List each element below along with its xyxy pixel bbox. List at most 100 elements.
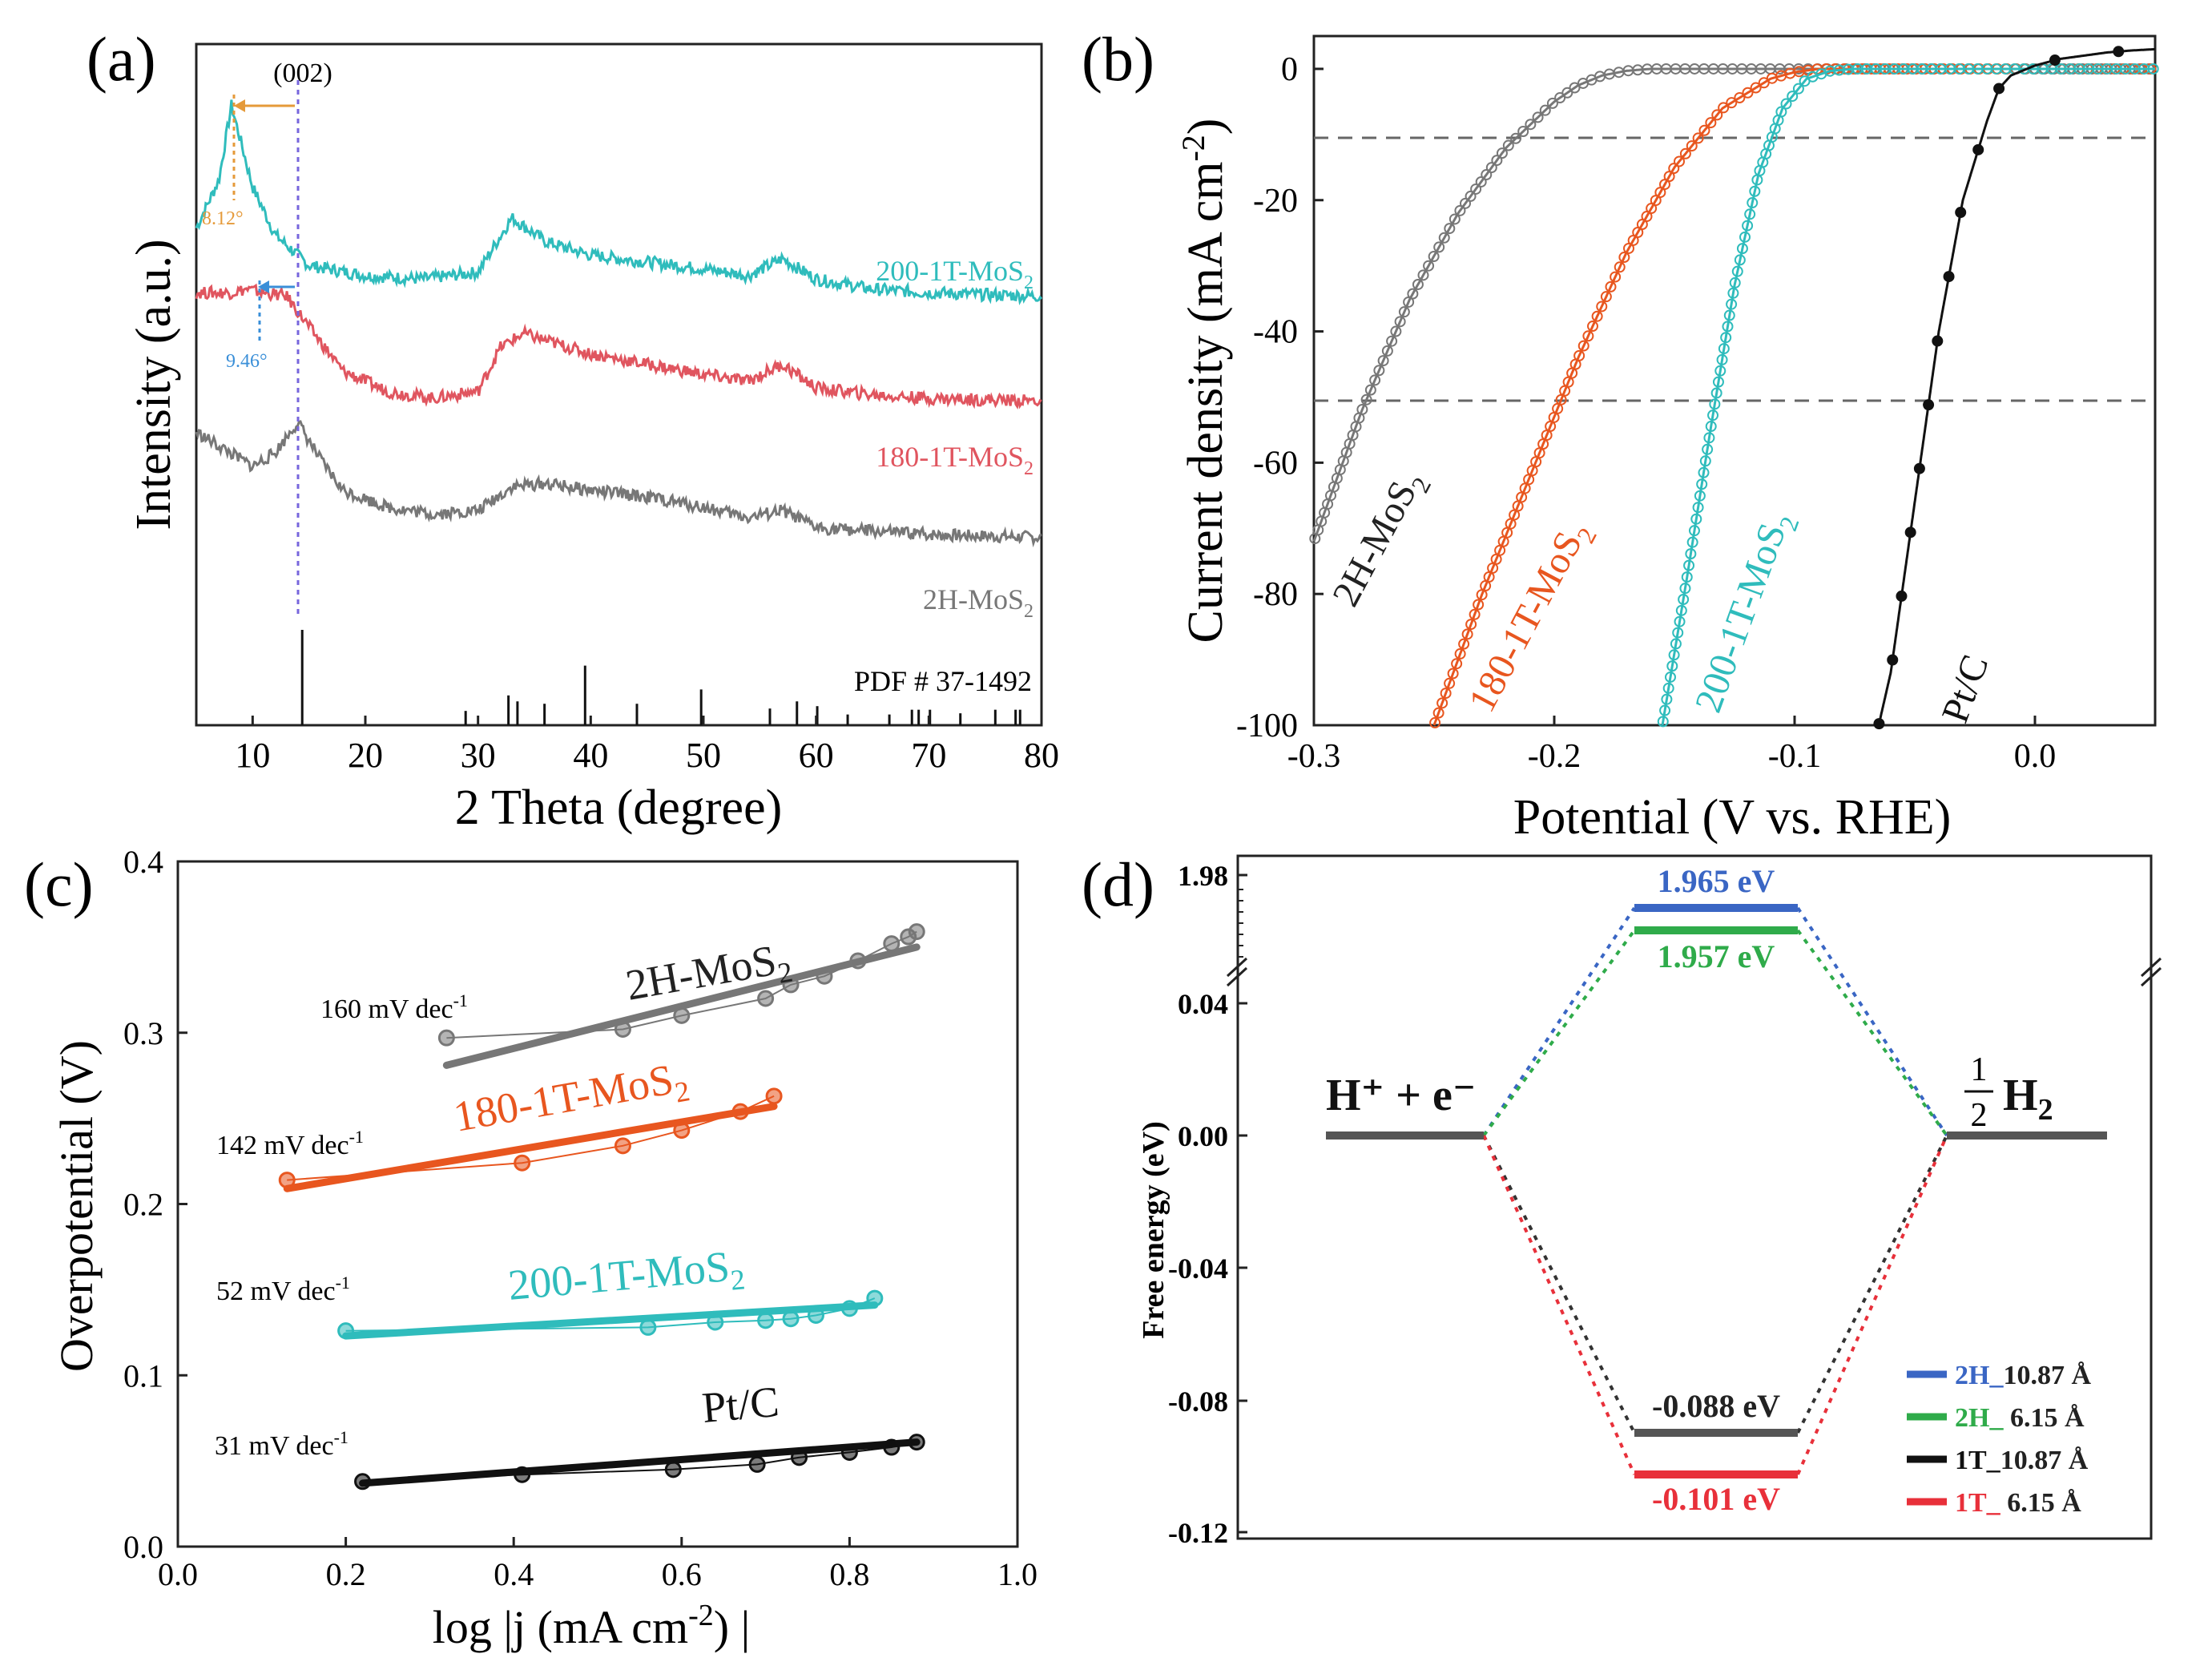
tafel-point	[731, 1103, 749, 1120]
lsv-marker	[1780, 98, 1792, 110]
lsv-marker	[1491, 155, 1503, 167]
lsv-marker	[1369, 374, 1381, 386]
lsv-marker	[1672, 627, 1684, 639]
tafel-point	[514, 1466, 531, 1483]
connector-blue	[1482, 906, 1636, 1137]
panel-a-x-ticks: 10 20 30 40 50 60 70 80	[235, 716, 1059, 775]
lsv-marker	[1423, 260, 1435, 272]
lsv-marker	[1444, 223, 1456, 235]
tafel-point	[748, 1455, 766, 1473]
peak1-arrow-head	[234, 99, 245, 112]
lsv-marker	[1596, 301, 1608, 313]
xrd-curve-180-1T-MoS2	[195, 283, 1042, 410]
lsv-marker	[1742, 87, 1754, 99]
lsv-marker	[1703, 432, 1715, 444]
a-label-2h: 2H-MoS2	[923, 583, 1033, 622]
tafel-data-line	[446, 930, 917, 1039]
d-y-tick-label: 0.04	[1178, 988, 1228, 1020]
panel-b-frame	[1312, 34, 2157, 727]
panel-a-frame	[195, 42, 1043, 727]
lsv-marker	[1699, 455, 1711, 467]
b-y-tick-label: -100	[1236, 708, 1298, 744]
lsv-marker	[1887, 654, 1899, 666]
pdf-label: PDF # 37-1492	[854, 665, 1032, 697]
lsv-marker	[1692, 132, 1704, 144]
d-y-tick-label: -0.08	[1168, 1386, 1228, 1418]
a-label-180: 180-1T-MoS2	[876, 441, 1033, 479]
a-x-tick-label: 50	[686, 736, 721, 775]
lsv-marker	[1458, 638, 1470, 650]
lsv-marker	[1668, 163, 1680, 175]
a-x-tick-label: 40	[573, 736, 608, 775]
b-x-tick-label: -0.2	[1528, 738, 1581, 775]
lsv-marker	[1675, 604, 1687, 616]
lsv-marker	[1429, 716, 1441, 728]
lsv-marker	[1972, 143, 1984, 155]
lsv-marker	[1436, 697, 1448, 709]
lsv-marker	[1475, 175, 1487, 188]
tafel-point	[639, 1318, 657, 1336]
b-y-tick-label: -80	[1253, 576, 1298, 613]
lsv-marker	[1727, 287, 1739, 299]
lsv-marker	[1377, 355, 1389, 367]
lsv-marker	[1702, 443, 1714, 455]
tafel-fit-line	[283, 1103, 778, 1192]
b-x-tick-label: -0.1	[1768, 738, 1822, 775]
reactant-label: H⁺ + e⁻	[1326, 1071, 1476, 1120]
lsv-marker	[1718, 343, 1730, 355]
legend-item-1t-6.15: 1T_ 6.15 Å	[1955, 1488, 2081, 1518]
c-y-tick-label: 0.4	[123, 844, 163, 880]
panel-c-label: (c)	[24, 849, 94, 919]
c-x-tick-label: 0.8	[829, 1556, 869, 1592]
tafel-point	[337, 1322, 355, 1340]
panel-b-ticks: -0.3 -0.2 -0.1 0.0 0 -20 -40 -60 -80 -100	[1236, 51, 2056, 775]
lsv-marker	[1734, 254, 1746, 266]
lsv-marker	[1943, 271, 1955, 283]
lsv-marker	[1720, 332, 1732, 344]
lsv-marker	[1510, 132, 1521, 144]
lsv-marker	[1448, 213, 1461, 225]
lsv-marker	[1666, 660, 1678, 672]
lsv-marker	[1657, 716, 1669, 728]
lsv-marker	[1502, 139, 1514, 151]
c-x-tick-label: 0.6	[662, 1556, 702, 1592]
tafel-point	[866, 1289, 884, 1307]
lsv-marker	[1610, 271, 1622, 283]
a-y-title: Intensity (a.u.)	[127, 239, 181, 530]
tafel-point	[437, 1029, 455, 1047]
tafel-point	[514, 1154, 531, 1172]
lsv-marker	[1923, 399, 1935, 411]
lsv-marker	[1729, 276, 1741, 288]
lsv-marker	[1573, 349, 1585, 361]
lsv-marker	[1451, 658, 1463, 670]
lsv-marker	[1705, 117, 1717, 129]
lsv-marker	[1913, 462, 1925, 474]
panel-d-ticks: 1.98 0.04 0.00 -0.04 -0.08 -0.12	[1168, 860, 1247, 1549]
lsv-marker	[1688, 525, 1700, 537]
a-x-tick-label: 30	[461, 736, 496, 775]
lsv-marker	[1710, 387, 1722, 399]
lsv-marker	[1674, 155, 1685, 167]
lsv-marker	[1373, 365, 1385, 377]
c-x-tick-label: 0.2	[326, 1556, 366, 1592]
panel-c-series	[278, 923, 925, 1490]
connector-black	[1796, 1135, 1948, 1434]
lsv-marker	[1747, 197, 1759, 209]
lsv-marker	[1955, 207, 1967, 219]
lsv-marker	[1407, 288, 1419, 300]
value-2h-10.87: 1.965 eV	[1658, 863, 1775, 899]
lsv-marker	[1711, 109, 1723, 121]
tafel-point	[816, 967, 833, 985]
lsv-marker	[1698, 124, 1710, 136]
c-y-tick-label: 0.2	[123, 1187, 163, 1223]
lsv-marker	[1734, 91, 1746, 103]
connector-green	[1482, 929, 1636, 1137]
b-y-tick-label: -60	[1253, 445, 1298, 482]
value-1t-10.87: -0.088 eV	[1652, 1388, 1780, 1424]
lsv-marker	[1742, 220, 1754, 232]
tafel-point	[707, 1313, 724, 1331]
lsv-marker	[1496, 147, 1508, 159]
a-x-tick-label: 70	[911, 736, 946, 775]
tafel-point	[791, 1449, 808, 1466]
lsv-marker	[1398, 306, 1410, 318]
